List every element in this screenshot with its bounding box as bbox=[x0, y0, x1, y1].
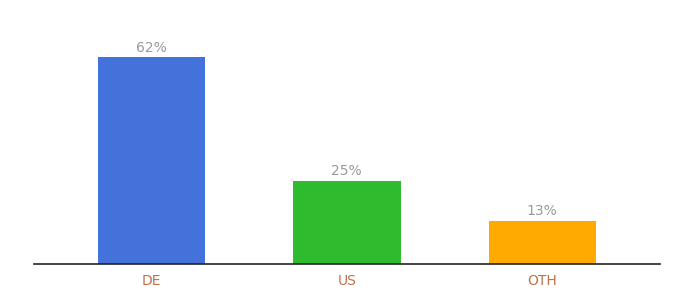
Text: 13%: 13% bbox=[527, 204, 558, 218]
Text: 62%: 62% bbox=[136, 41, 167, 55]
Bar bbox=[488, 221, 596, 264]
Bar bbox=[97, 57, 205, 264]
Text: 25%: 25% bbox=[331, 164, 362, 178]
Bar bbox=[293, 181, 401, 264]
